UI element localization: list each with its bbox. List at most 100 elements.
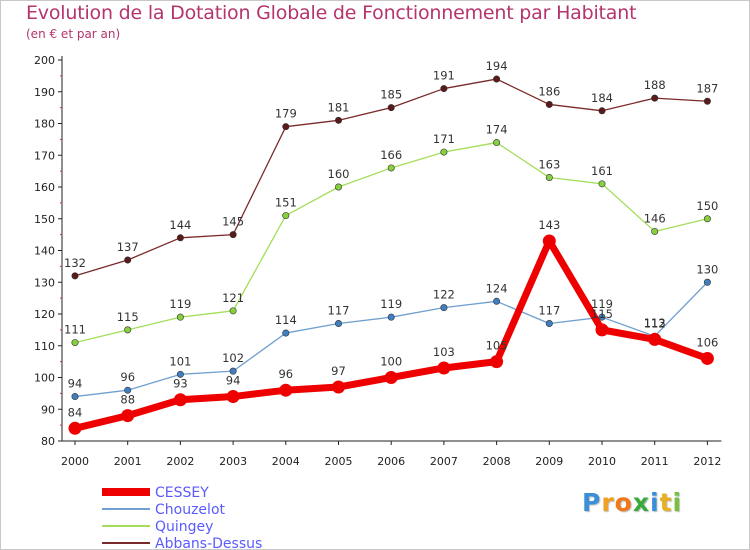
- data-point: [121, 409, 135, 423]
- data-point: [71, 393, 79, 401]
- data-label: 171: [433, 132, 455, 146]
- data-label: 88: [120, 393, 135, 407]
- data-label: 122: [433, 288, 455, 302]
- y-tick-label: 110: [34, 340, 55, 353]
- data-point: [703, 215, 711, 223]
- data-label: 194: [486, 59, 508, 73]
- data-label: 188: [644, 78, 666, 92]
- y-tick-label: 180: [34, 118, 55, 131]
- data-label: 151: [275, 196, 297, 210]
- data-point: [437, 361, 451, 375]
- data-point: [124, 386, 132, 394]
- y-tick-label: 80: [41, 435, 55, 448]
- data-point: [282, 329, 290, 337]
- data-point: [176, 313, 184, 321]
- data-label: 144: [169, 218, 191, 232]
- data-label: 121: [222, 291, 244, 305]
- logo-letter: t: [659, 488, 673, 517]
- logo-letter: x: [632, 488, 650, 517]
- legend-entry: Abbans-Dessus: [155, 536, 262, 550]
- data-point: [68, 421, 82, 435]
- proxiti-logo: Proxiti: [582, 488, 682, 517]
- x-tick-label: 2011: [641, 455, 669, 468]
- data-label: 160: [328, 167, 350, 181]
- data-point: [440, 148, 448, 156]
- data-label: 94: [226, 374, 241, 388]
- x-tick-label: 2001: [114, 455, 142, 468]
- data-point: [71, 339, 79, 347]
- data-label: 117: [328, 304, 350, 318]
- y-tick-label: 130: [34, 276, 55, 289]
- legend-entry: CESSEY: [155, 485, 209, 501]
- x-tick-label: 2000: [61, 455, 89, 468]
- data-point: [545, 100, 553, 108]
- y-tick-label: 170: [34, 149, 55, 162]
- data-point: [387, 104, 395, 112]
- logo-letter: i: [672, 488, 683, 517]
- data-label: 184: [591, 91, 613, 105]
- data-point: [334, 183, 342, 191]
- data-label: 150: [696, 199, 718, 213]
- data-point: [595, 323, 609, 337]
- data-point: [176, 370, 184, 378]
- data-point: [384, 371, 398, 384]
- data-label: 146: [644, 211, 666, 225]
- y-tick-label: 100: [34, 372, 55, 385]
- data-point: [648, 332, 662, 346]
- data-label: 112: [644, 316, 666, 330]
- data-label: 119: [380, 297, 402, 311]
- legend-entry: Quingey: [155, 519, 213, 535]
- data-label: 114: [275, 313, 297, 327]
- data-point: [542, 234, 556, 248]
- data-label: 119: [169, 297, 191, 311]
- data-label: 174: [486, 123, 508, 137]
- data-point: [493, 139, 501, 147]
- data-point: [598, 107, 606, 115]
- data-point: [124, 256, 132, 264]
- data-label: 106: [696, 335, 718, 349]
- legend-entry: Chouzelot: [155, 502, 226, 518]
- data-point: [440, 304, 448, 312]
- y-tick-label: 200: [34, 54, 55, 67]
- data-point: [334, 116, 342, 124]
- data-label: 143: [538, 218, 560, 232]
- data-label: 119: [591, 297, 613, 311]
- data-point: [440, 85, 448, 93]
- data-label: 115: [591, 307, 613, 321]
- x-tick-label: 2010: [588, 455, 616, 468]
- data-label: 124: [486, 281, 508, 295]
- x-tick-label: 2005: [325, 455, 353, 468]
- data-point: [173, 393, 187, 407]
- y-tick-label: 160: [34, 181, 55, 194]
- data-label: 97: [331, 364, 346, 378]
- data-point: [226, 390, 240, 404]
- logo-letter: i: [650, 488, 660, 517]
- data-label: 96: [278, 367, 293, 381]
- data-point: [493, 75, 501, 83]
- data-point: [71, 272, 79, 280]
- y-tick-label: 190: [34, 86, 55, 99]
- data-label: 132: [64, 256, 86, 270]
- data-point: [282, 123, 290, 131]
- data-label: 130: [696, 262, 718, 276]
- data-point: [229, 307, 237, 315]
- x-tick-label: 2008: [483, 455, 511, 468]
- data-point: [651, 94, 659, 102]
- data-label: 100: [380, 355, 402, 369]
- data-point: [124, 326, 132, 334]
- data-point: [332, 380, 345, 394]
- series-line-cessey: [71, 237, 711, 432]
- x-tick-label: 2012: [693, 455, 721, 468]
- data-label: 191: [433, 69, 455, 83]
- data-label: 101: [169, 354, 191, 368]
- y-tick-label: 150: [34, 213, 55, 226]
- data-label: 145: [222, 215, 244, 229]
- data-label: 113: [644, 316, 666, 330]
- data-point: [703, 278, 711, 286]
- logo-letter: P: [582, 488, 602, 517]
- data-point: [176, 234, 184, 242]
- data-label: 181: [328, 100, 350, 114]
- data-label: 103: [433, 345, 455, 359]
